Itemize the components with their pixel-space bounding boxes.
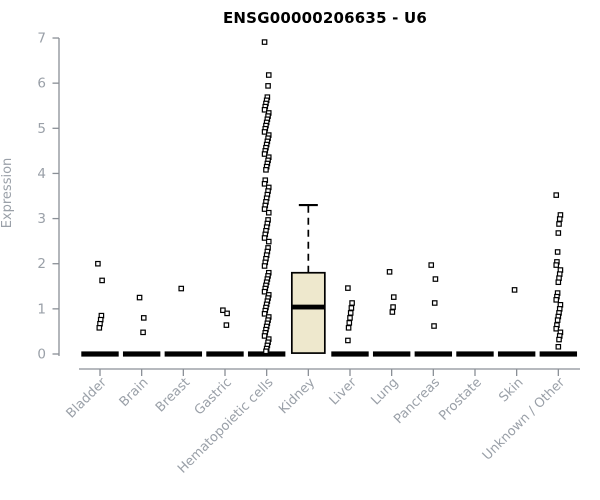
collapsed-box-bar [164,351,203,357]
collapsed-box-bar [122,351,161,357]
outlier-point [347,310,354,316]
outlier-point [95,260,101,267]
outlier-point [140,329,146,336]
outlier-point [263,348,269,355]
outlier-point [553,262,560,268]
outlier-point [140,315,147,321]
collapsed-box-bar [456,351,494,357]
outlier-point [555,343,562,350]
x-category-label: Breast [153,375,193,415]
collapsed-box-bar [81,351,119,357]
outlier-point [553,325,560,332]
outlier-point [263,167,269,173]
y-tick-label: 2 [37,256,46,272]
x-category-label: Prostate [436,375,484,423]
collapsed-box-bar [539,351,578,357]
outlier-point [390,304,396,310]
outlier-point [511,287,518,293]
x-category-label: Bladder [64,375,111,422]
x-category-label: Pancreas [391,375,443,427]
outlier-point [346,320,353,326]
outlier-point [555,230,562,236]
outlier-point [553,297,560,303]
x-category-label: Kidney [276,375,318,417]
y-tick-label: 4 [37,166,46,182]
outlier-point [261,206,268,212]
collapsed-box-bar [414,351,453,357]
outlier-point [556,336,562,343]
outlier-point [556,221,562,227]
outlier-point [261,311,268,317]
outlier-point [265,209,272,216]
outlier-point [136,294,143,301]
outlier-point [224,310,230,317]
outlier-point [265,72,272,78]
collapsed-box-bar [372,351,411,357]
outlier-point [348,305,355,311]
collapsed-box-bar [331,351,369,357]
outlier-point [261,151,268,157]
y-tick-label: 0 [37,347,46,363]
outlier-point [261,181,268,187]
outlier-point [261,333,268,339]
outlier-point [178,285,185,292]
outlier-point [345,337,351,344]
y-tick-label: 5 [37,121,46,137]
outlier-point [261,288,268,295]
outlier-point [345,325,352,331]
outlier-point [431,300,438,306]
outlier-point [432,276,439,282]
chart-title: ENSG00000206635 - U6 [222,9,427,27]
outlier-point [261,39,268,45]
median-line [291,304,325,310]
collapsed-box-bar [206,351,244,357]
outlier-point [96,325,103,331]
collapsed-box-bar [497,351,536,357]
outlier-point [428,262,435,268]
outlier-point [556,216,563,222]
y-tick-label: 3 [37,211,46,227]
x-category-label: Liver [327,375,361,409]
outlier-point [220,307,226,314]
outlier-point [347,315,353,321]
outlier-point [265,83,271,89]
outlier-point [390,294,397,300]
outlier-point [389,309,396,315]
outlier-point [265,238,272,245]
outlier-point [431,323,437,329]
outlier-point [553,192,560,198]
outlier-point [261,106,268,113]
y-tick-label: 1 [37,301,46,317]
x-category-label: Brain [117,375,152,410]
outlier-point [261,235,268,241]
outlier-point [554,249,561,255]
outlier-point [555,279,562,286]
x-category-label: Skin [496,375,526,405]
x-category-label: Lung [368,375,401,408]
outlier-point [99,277,105,284]
outlier-point [345,285,351,291]
outlier-point [386,269,393,275]
outlier-point [349,300,355,306]
outlier-point [554,317,561,323]
outlier-point [261,129,268,135]
y-tick-label: 7 [37,31,46,47]
outlier-point [223,322,230,328]
box [290,271,326,354]
y-tick-label: 6 [37,76,46,92]
outlier-point [261,263,268,269]
